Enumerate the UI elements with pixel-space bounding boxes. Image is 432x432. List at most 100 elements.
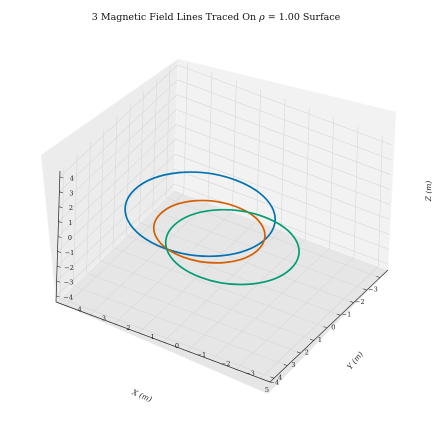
grid-line-z (174, 168, 389, 250)
y-tick-mark (138, 332, 143, 335)
y-tick-mark (89, 314, 94, 317)
z-tick-label: 1 (68, 219, 72, 227)
field-line-3 (164, 208, 300, 286)
grid-line-z (174, 183, 389, 265)
z-tick-mark (59, 176, 64, 179)
title-equals: = (265, 12, 279, 23)
title-prefix: 3 Magnetic Field Lines Traced On (92, 12, 259, 23)
grid-line-y (65, 193, 184, 306)
z-tick-label: −4 (63, 294, 73, 302)
x-tick-mark (363, 288, 367, 291)
pane-floor (55, 189, 389, 395)
y-tick-mark (187, 350, 191, 353)
y-axis-label: Y (m) (345, 350, 365, 372)
grid-line-x (126, 235, 341, 316)
grid-line-x (73, 285, 288, 366)
y-tick-label: −3 (245, 369, 255, 377)
grid-line-x (59, 297, 275, 379)
grid-line-x (99, 260, 314, 341)
x-tick-mark (376, 276, 381, 278)
grid-line-z (174, 154, 390, 235)
z-tick-mark (56, 295, 60, 298)
grid-line-y (114, 211, 233, 325)
z-tick-label: 3 (69, 189, 73, 197)
y-tick-label: 0 (175, 342, 179, 350)
chart-title: 3 Magnetic Field Lines Traced On ρ = 1.0… (92, 12, 341, 23)
x-tick-label: −2 (355, 298, 365, 306)
grid-line-z (177, 79, 392, 161)
y-tick-label: 2 (126, 324, 130, 332)
grid-line-z (56, 168, 175, 282)
z-tick-mark (58, 221, 63, 223)
grid-line-z (177, 64, 392, 146)
x-tick-label: 5 (265, 386, 269, 394)
z-tick-mark (56, 280, 61, 283)
x-tick-label: 3 (291, 361, 295, 369)
z-tick-label: −1 (65, 249, 75, 257)
grid-line-z (59, 64, 179, 178)
grid-line-z (58, 109, 177, 222)
axes (55, 170, 389, 383)
panes (40, 58, 397, 395)
y-tick-mark (260, 378, 264, 380)
y-tick-mark (235, 369, 240, 371)
x-tick-mark (283, 364, 288, 366)
grid-line-z (175, 124, 391, 205)
z-tick-label: 0 (68, 234, 72, 242)
z-tick-label: 2 (69, 204, 73, 212)
x-tick-mark (349, 301, 354, 303)
z-tick-label: −2 (64, 264, 74, 272)
y-tick-label: 1 (151, 333, 155, 341)
x-tick-mark (270, 376, 275, 379)
z-tick-label: 4 (70, 175, 74, 183)
grid-line-y (235, 257, 355, 370)
grid-line-z (57, 124, 177, 237)
grid-line-y (260, 266, 379, 379)
y-tick-mark (211, 359, 215, 362)
y-tick-label: 4 (78, 306, 82, 314)
x-axis-label: X (m) (130, 387, 154, 404)
series-group (124, 171, 300, 286)
grid-line-z (55, 183, 175, 297)
x-axis-line (269, 269, 389, 383)
y-tick-mark (162, 341, 167, 344)
grid-line-y (162, 229, 282, 343)
grid-line-x (152, 209, 367, 291)
x-tick-mark (310, 338, 314, 341)
y-tick-mark (65, 305, 70, 308)
z-tick-mark (57, 251, 62, 253)
x-tick-label: 0 (331, 323, 335, 331)
z-tick-mark (59, 191, 63, 194)
z-tick-mark (57, 236, 62, 238)
z-tick-mark (57, 266, 61, 268)
grid-line-x (139, 222, 354, 303)
z-axis-label: Z (m) (424, 181, 432, 203)
x-tick-label: 1 (318, 336, 322, 344)
x-tick-mark (296, 351, 301, 354)
grid-line-z (175, 139, 390, 220)
x-tick-label: −3 (368, 286, 378, 294)
grid-line-z (176, 94, 392, 175)
y-tick-label: 3 (102, 315, 106, 323)
title-rho-symbol: ρ (258, 12, 265, 23)
grid-line-x (112, 247, 328, 329)
grid-line-z (59, 79, 178, 193)
grid-lines (55, 62, 392, 379)
title-suffix: Surface (300, 12, 341, 23)
y-tick-mark (114, 323, 118, 326)
grid-line-z (58, 94, 178, 207)
grid-line-y (211, 247, 330, 361)
x-tick-mark (336, 313, 341, 316)
grid-line-x (86, 272, 301, 354)
grid-line-x (165, 197, 381, 278)
grid-line-y (89, 202, 209, 315)
x-tick-mark (323, 326, 328, 329)
title-value: 1.00 (279, 12, 300, 23)
grid-line-y (187, 238, 306, 352)
z-tick-label: −3 (64, 279, 74, 287)
grid-line-z (57, 139, 176, 252)
grid-line-z (56, 154, 176, 267)
y-tick-label: −1 (197, 351, 207, 359)
